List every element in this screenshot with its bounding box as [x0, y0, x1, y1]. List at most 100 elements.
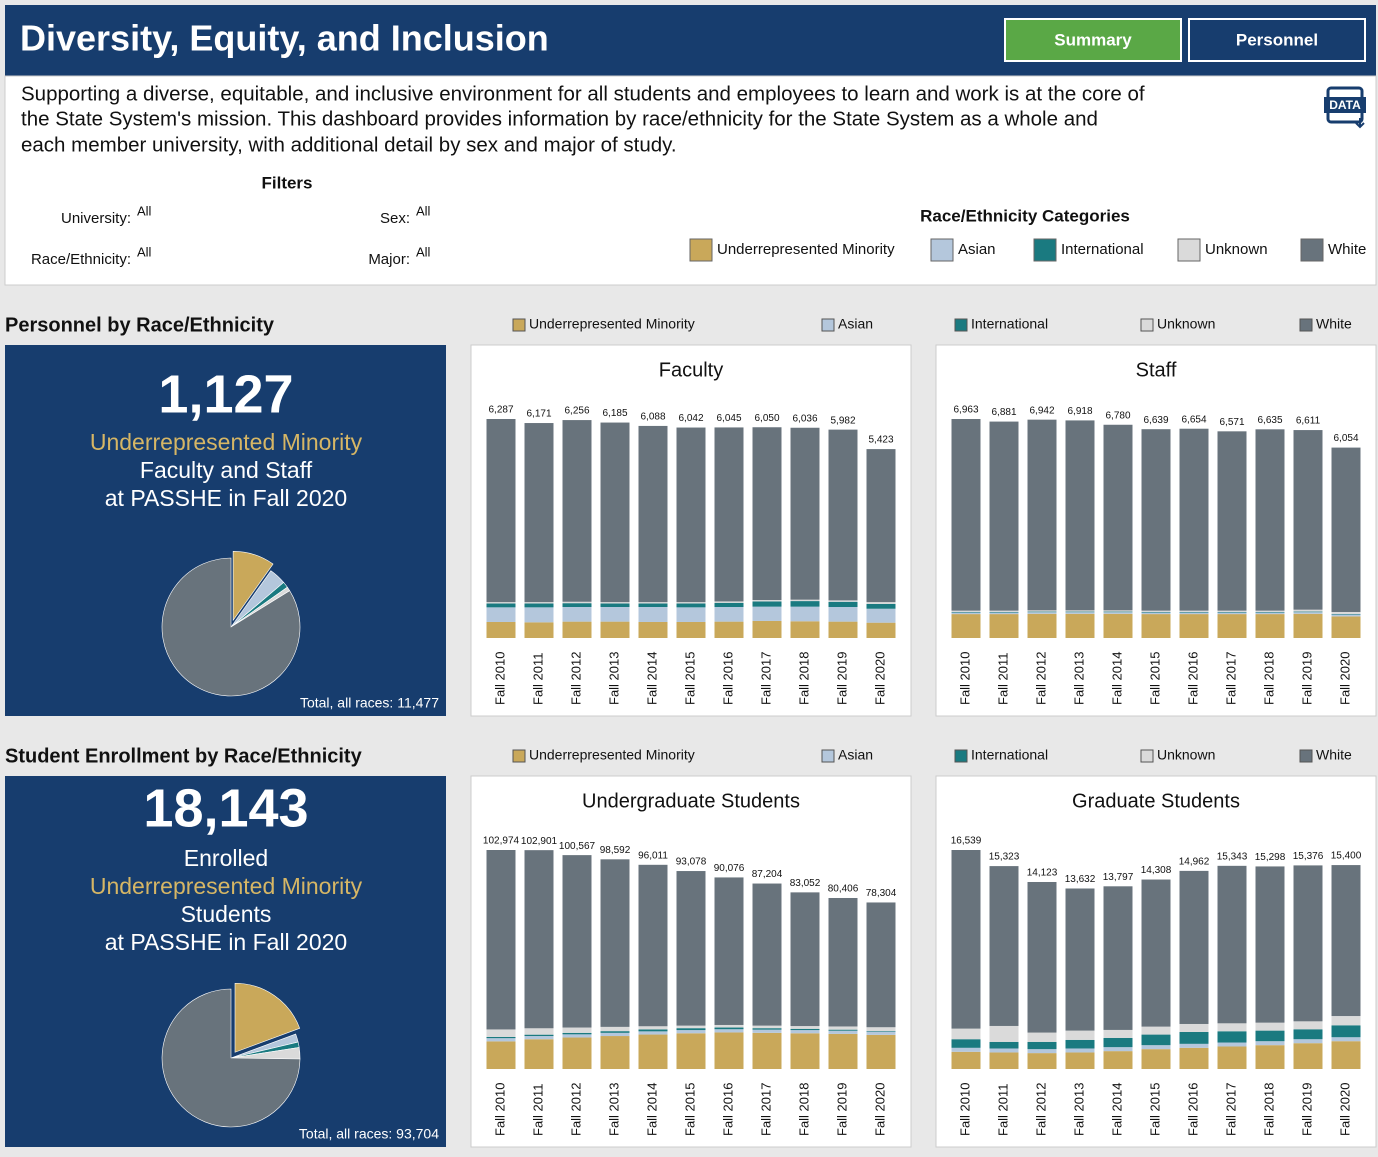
bar-segment	[1179, 1047, 1209, 1069]
bar-segment	[1065, 610, 1095, 612]
legend-label: Asian	[958, 241, 996, 258]
bar-segment	[638, 1026, 668, 1030]
personnel-button-label[interactable]: Personnel	[1236, 30, 1318, 49]
bar-segment	[752, 1032, 782, 1069]
bar-segment	[989, 1052, 1019, 1069]
legend-swatch	[1140, 318, 1154, 332]
bar-segment	[752, 1028, 782, 1030]
bar-segment	[951, 611, 981, 613]
bar-segment	[600, 602, 630, 604]
filter-label: University:	[61, 210, 131, 227]
bar-segment	[638, 864, 668, 1027]
bar-segment	[562, 1037, 592, 1069]
bar-segment	[1141, 610, 1171, 612]
bar-segment	[1027, 419, 1057, 611]
bar-segment	[752, 1029, 782, 1033]
bar-segment	[1255, 429, 1285, 611]
bar-segment	[1217, 431, 1247, 611]
x-tick-label: Fall 2011	[995, 1083, 1010, 1136]
bar-segment	[866, 608, 896, 623]
bar-segment	[1255, 611, 1285, 613]
bar-segment	[828, 897, 858, 1027]
kpi-line: Underrepresented Minority	[90, 429, 363, 455]
x-tick-label: Fall 2012	[1033, 1083, 1048, 1136]
bar-segment	[1255, 612, 1285, 615]
bar-segment	[1179, 612, 1209, 615]
bar-segment	[562, 420, 592, 602]
bar-segment	[752, 606, 782, 621]
bar-segment	[1065, 613, 1095, 638]
bar-segment	[676, 1033, 706, 1069]
summary-button[interactable]	[1004, 18, 1182, 62]
bar-total-label: 6,780	[1105, 410, 1130, 421]
x-tick-label: Fall 2012	[1033, 652, 1048, 705]
bar-segment	[562, 1034, 592, 1038]
bar-segment	[1103, 1051, 1133, 1069]
bar-segment	[1255, 866, 1285, 1023]
bar-segment	[866, 1034, 896, 1069]
bar-segment	[1103, 612, 1133, 614]
legend-label: Underrepresented Minority	[529, 316, 695, 332]
bar-total-label: 6,045	[716, 413, 741, 424]
bar-segment	[1217, 865, 1247, 1024]
x-tick-label: Fall 2010	[957, 1083, 972, 1136]
data-icon[interactable]: DATA	[1324, 86, 1366, 129]
data-icon-band[interactable]	[1324, 97, 1366, 113]
personnel-button[interactable]	[1188, 18, 1366, 62]
bar-segment	[752, 600, 782, 602]
bar-segment	[752, 620, 782, 638]
pie-slice	[161, 557, 301, 697]
bar-total-label: 15,343	[1217, 851, 1248, 862]
legend-title: Race/Ethnicity Categories	[920, 206, 1130, 225]
summary-button-label[interactable]: Summary	[1054, 30, 1132, 49]
x-tick-label: Fall 2018	[796, 1083, 811, 1136]
x-tick-label: Fall 2019	[1299, 652, 1314, 705]
legend-swatch	[1300, 238, 1324, 262]
data-icon-label[interactable]: DATA	[1329, 98, 1361, 112]
bar-segment	[828, 1026, 858, 1030]
legend-swatch	[954, 749, 968, 763]
bar-segment	[1027, 1041, 1057, 1050]
bar-segment	[1065, 420, 1095, 611]
bar-total-label: 15,298	[1255, 852, 1286, 863]
bar-segment	[714, 877, 744, 1025]
x-tick-label: Fall 2010	[492, 652, 507, 705]
pie-slice	[232, 551, 274, 622]
bar-segment	[486, 419, 516, 603]
x-tick-label: Fall 2020	[1337, 652, 1352, 705]
bar-total-label: 6,635	[1257, 415, 1282, 426]
bar-segment	[1065, 1048, 1095, 1053]
x-tick-label: Fall 2018	[1261, 1083, 1276, 1136]
legend-swatch	[689, 238, 713, 262]
bar-segment	[828, 1029, 858, 1031]
bar-segment	[676, 1028, 706, 1031]
bar-segment	[524, 1036, 554, 1040]
x-tick-label: Fall 2016	[1185, 652, 1200, 705]
description-line: each member university, with additional …	[21, 133, 677, 156]
pie-slice	[161, 988, 301, 1128]
bar-segment	[714, 1029, 744, 1033]
bar-segment	[600, 606, 630, 622]
bar-segment	[486, 1036, 516, 1039]
bar-segment	[1103, 610, 1133, 612]
x-tick-label: Fall 2020	[1337, 1083, 1352, 1136]
legend-label: International	[971, 316, 1048, 332]
bar-segment	[1141, 1045, 1171, 1050]
bar-segment	[951, 1028, 981, 1040]
bar-segment	[1027, 613, 1057, 638]
bar-segment	[1255, 614, 1285, 638]
bar-segment	[1293, 865, 1323, 1022]
filter-label: Race/Ethnicity:	[31, 251, 131, 268]
data-icon-arrow[interactable]	[1355, 118, 1365, 129]
bar-segment	[989, 1041, 1019, 1049]
bar-total-label: 6,054	[1333, 433, 1358, 444]
bar-segment	[1141, 614, 1171, 638]
bar-segment	[951, 1051, 981, 1069]
bar-segment	[1141, 1034, 1171, 1046]
bar-segment	[524, 850, 554, 1029]
bar-segment	[676, 603, 706, 608]
bar-segment	[866, 603, 896, 609]
bar-segment	[676, 427, 706, 603]
chart-title: Graduate Students	[1072, 790, 1240, 812]
